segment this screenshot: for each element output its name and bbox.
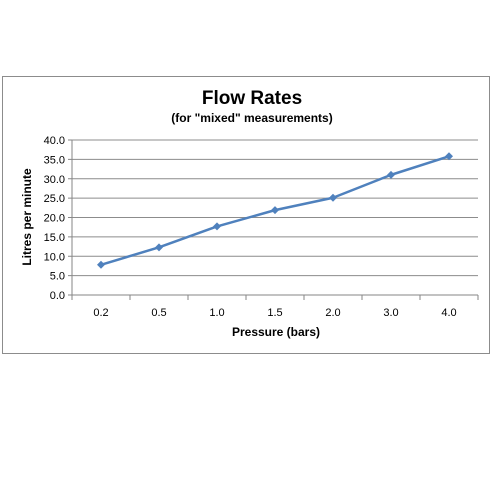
chart-subtitle: (for "mixed" measurements) (171, 111, 333, 125)
x-tick-labels: 0.2 0.5 1.0 1.5 2.0 3.0 4.0 (93, 307, 456, 319)
data-point-marker (387, 170, 395, 179)
y-tick-labels: 0.0 5.0 10.0 15.0 20.0 25.0 30.0 35.0 40.0 (44, 135, 65, 302)
chart-frame (2, 76, 490, 354)
y-tick-label: 5.0 (50, 271, 65, 283)
x-tick-label: 4.0 (441, 307, 456, 319)
y-tick-label: 35.0 (44, 154, 65, 166)
x-tick-label: 3.0 (383, 307, 398, 319)
data-point-marker (445, 152, 453, 161)
data-point-marker (155, 243, 163, 252)
data-point-marker (97, 260, 105, 269)
y-tick-label: 15.0 (44, 232, 65, 244)
data-point-marker (271, 206, 279, 215)
data-point-marker (329, 193, 337, 202)
x-tick-label: 1.0 (209, 307, 224, 319)
x-tick-label: 2.0 (325, 307, 340, 319)
y-tick-label: 25.0 (44, 193, 65, 205)
gridlines (68, 139, 479, 300)
y-tick-label: 30.0 (44, 174, 65, 186)
y-tick-label: 0.0 (50, 290, 65, 302)
chart-title: Flow Rates (201, 88, 303, 109)
y-tick-label: 40.0 (44, 135, 65, 147)
x-tick-label: 0.5 (151, 307, 166, 319)
y-tick-label: 10.0 (44, 251, 65, 263)
data-point-marker (213, 222, 221, 231)
series-group (97, 152, 453, 269)
x-tick-label: 0.2 (93, 307, 108, 319)
y-tick-label: 20.0 (44, 213, 65, 225)
y-axis-title: Litres per minute (20, 168, 34, 266)
x-axis-title: Pressure (bars) (232, 325, 320, 339)
x-tick-label: 1.5 (267, 307, 282, 319)
